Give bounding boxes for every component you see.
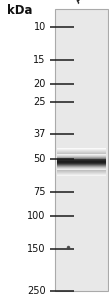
Text: A549: A549 <box>72 0 104 6</box>
Text: 250: 250 <box>27 286 46 296</box>
Text: 100: 100 <box>27 211 46 221</box>
Text: 50: 50 <box>33 154 46 164</box>
Text: 10: 10 <box>34 22 46 32</box>
Text: 37: 37 <box>33 129 46 139</box>
Text: 150: 150 <box>27 244 46 254</box>
Text: 75: 75 <box>33 187 46 197</box>
Text: 15: 15 <box>33 55 46 65</box>
Text: 25: 25 <box>33 97 46 107</box>
Text: 20: 20 <box>33 79 46 89</box>
Bar <box>54 9 108 291</box>
Text: kDa: kDa <box>7 4 32 17</box>
